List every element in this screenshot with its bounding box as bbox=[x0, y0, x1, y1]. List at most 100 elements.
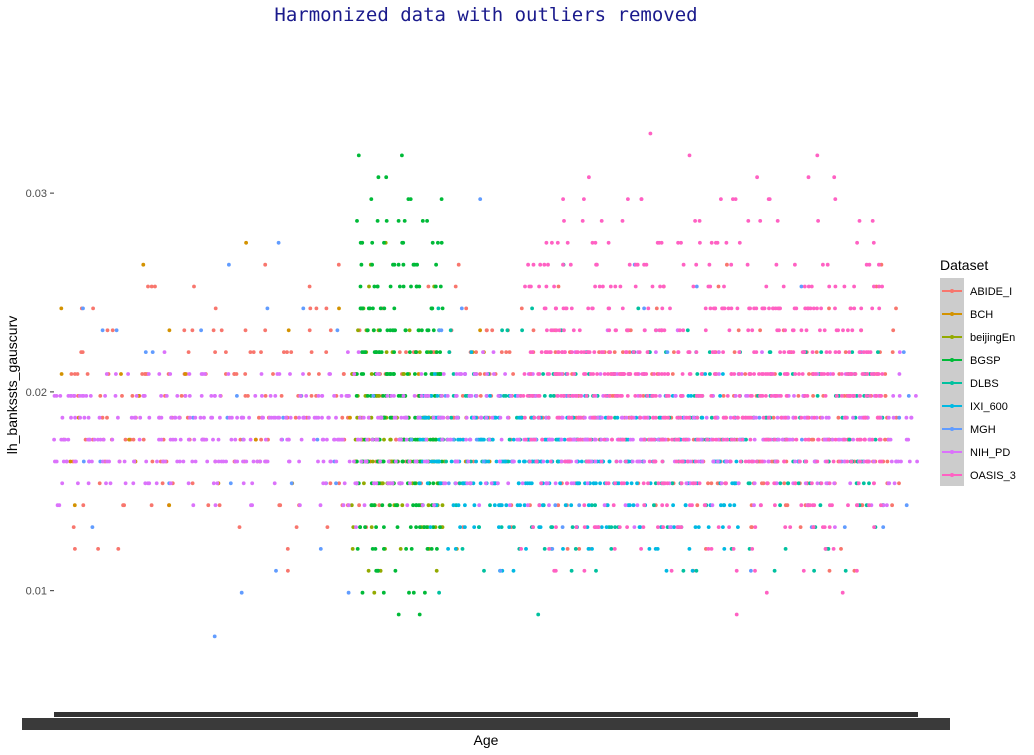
data-point bbox=[794, 437, 799, 442]
data-point bbox=[402, 219, 407, 223]
data-point bbox=[138, 415, 143, 420]
data-point bbox=[287, 437, 291, 442]
data-point bbox=[883, 372, 888, 376]
data-point bbox=[624, 415, 629, 420]
data-point bbox=[307, 328, 312, 333]
data-point bbox=[627, 503, 632, 508]
data-point bbox=[486, 459, 491, 464]
data-point bbox=[459, 306, 464, 311]
data-point bbox=[566, 459, 570, 464]
data-point bbox=[494, 459, 499, 464]
data-point bbox=[356, 328, 360, 333]
data-point bbox=[592, 415, 597, 420]
series-nih-pd bbox=[52, 328, 919, 529]
data-point bbox=[522, 372, 527, 376]
y-tick-label: 0.01 bbox=[26, 586, 47, 598]
data-point bbox=[369, 197, 374, 202]
data-point bbox=[736, 525, 740, 529]
data-point bbox=[833, 306, 837, 311]
data-point bbox=[611, 503, 616, 508]
data-point bbox=[613, 328, 618, 333]
data-point bbox=[483, 481, 488, 486]
data-point bbox=[81, 503, 86, 508]
data-point bbox=[711, 437, 715, 442]
data-point bbox=[596, 525, 601, 529]
data-point bbox=[621, 350, 625, 354]
data-point bbox=[441, 372, 446, 376]
data-point bbox=[218, 415, 222, 420]
data-point bbox=[76, 481, 80, 486]
data-point bbox=[60, 415, 65, 420]
data-point bbox=[144, 459, 149, 464]
data-point bbox=[337, 481, 341, 486]
data-point bbox=[558, 481, 562, 486]
data-point bbox=[327, 372, 332, 376]
data-point bbox=[372, 284, 377, 289]
data-point bbox=[745, 394, 750, 398]
data-point bbox=[518, 394, 523, 398]
data-point bbox=[793, 481, 797, 486]
data-point bbox=[641, 525, 646, 529]
data-point bbox=[425, 350, 429, 354]
data-point bbox=[705, 437, 710, 442]
data-point bbox=[247, 415, 252, 420]
data-point bbox=[650, 284, 655, 289]
data-point bbox=[342, 481, 347, 486]
data-point bbox=[336, 262, 341, 267]
data-point bbox=[570, 350, 574, 354]
legend-label: BCH bbox=[970, 309, 993, 321]
data-point bbox=[377, 394, 381, 398]
data-point bbox=[737, 437, 742, 442]
data-point bbox=[771, 306, 775, 311]
data-point bbox=[358, 415, 362, 420]
data-point bbox=[678, 459, 682, 464]
data-point bbox=[592, 437, 597, 442]
data-point bbox=[885, 459, 890, 464]
data-point bbox=[556, 372, 561, 376]
data-point bbox=[143, 372, 148, 376]
data-point bbox=[668, 306, 672, 311]
data-point bbox=[583, 415, 587, 420]
data-point bbox=[657, 240, 661, 245]
data-point bbox=[824, 481, 829, 486]
data-point bbox=[709, 394, 714, 398]
data-point bbox=[546, 415, 551, 420]
data-point bbox=[388, 437, 393, 442]
data-point bbox=[793, 459, 797, 464]
data-point bbox=[179, 394, 184, 398]
data-point bbox=[870, 306, 875, 311]
data-point bbox=[561, 262, 565, 267]
data-point bbox=[355, 219, 359, 223]
data-point bbox=[572, 372, 576, 376]
data-point bbox=[560, 350, 565, 354]
data-point bbox=[377, 503, 382, 508]
data-point bbox=[729, 306, 734, 311]
data-point bbox=[656, 481, 661, 486]
data-point bbox=[493, 415, 498, 420]
data-point bbox=[499, 350, 504, 354]
data-point bbox=[897, 481, 901, 486]
data-point bbox=[417, 350, 422, 354]
data-point bbox=[702, 503, 707, 508]
data-point bbox=[209, 415, 214, 420]
data-point bbox=[602, 503, 607, 508]
data-point bbox=[879, 459, 884, 464]
data-point bbox=[749, 568, 753, 573]
data-point bbox=[154, 481, 159, 486]
data-point bbox=[183, 372, 188, 376]
data-point bbox=[414, 503, 419, 508]
data-point bbox=[867, 262, 872, 267]
data-point bbox=[890, 503, 894, 508]
data-point bbox=[767, 437, 772, 442]
data-point bbox=[352, 372, 357, 376]
data-point bbox=[381, 394, 385, 398]
data-point bbox=[854, 394, 859, 398]
data-point bbox=[681, 568, 686, 573]
data-point bbox=[422, 459, 427, 464]
data-point bbox=[464, 415, 469, 420]
data-point bbox=[598, 481, 602, 486]
series-ixi-600 bbox=[417, 328, 746, 573]
data-point bbox=[799, 328, 804, 333]
data-point bbox=[695, 372, 700, 376]
data-point bbox=[183, 394, 188, 398]
